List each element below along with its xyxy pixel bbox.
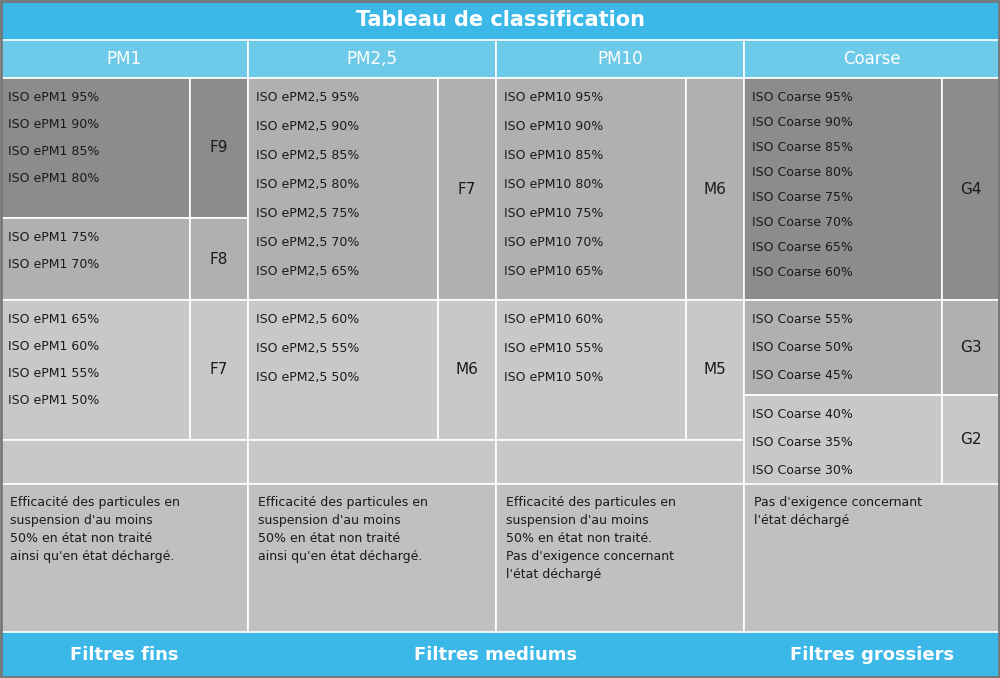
Text: ISO ePM2,5 55%: ISO ePM2,5 55% [256, 342, 359, 355]
Text: M5: M5 [704, 363, 726, 378]
Text: ISO ePM10 55%: ISO ePM10 55% [504, 342, 603, 355]
Text: ISO Coarse 45%: ISO Coarse 45% [752, 369, 853, 382]
Text: ISO ePM1 95%: ISO ePM1 95% [8, 91, 99, 104]
Bar [0, 300, 190, 440]
Text: ISO Coarse 90%: ISO Coarse 90% [752, 116, 853, 129]
Bar [438, 300, 496, 440]
Text: M6: M6 [704, 182, 726, 197]
Text: M6: M6 [456, 363, 478, 378]
Text: ISO ePM2,5 75%: ISO ePM2,5 75% [256, 207, 359, 220]
Text: ISO Coarse 85%: ISO Coarse 85% [752, 141, 853, 154]
Bar [0, 0, 1000, 40]
Bar [496, 40, 744, 78]
Text: ISO ePM1 85%: ISO ePM1 85% [8, 145, 99, 158]
Bar [248, 40, 496, 78]
Bar [190, 78, 248, 218]
Text: ISO ePM2,5 80%: ISO ePM2,5 80% [256, 178, 359, 191]
Text: ISO ePM1 80%: ISO ePM1 80% [8, 172, 99, 185]
Bar [496, 78, 686, 300]
Text: ISO ePM10 65%: ISO ePM10 65% [504, 265, 603, 278]
Text: ISO ePM1 60%: ISO ePM1 60% [8, 340, 99, 353]
Text: Efficacité des particules en
suspension d'au moins
50% en état non traité.
Pas d: Efficacité des particules en suspension … [506, 496, 676, 581]
Text: ISO ePM2,5 70%: ISO ePM2,5 70% [256, 236, 359, 249]
Text: ISO Coarse 65%: ISO Coarse 65% [752, 241, 853, 254]
Bar [248, 440, 496, 484]
Text: ISO Coarse 70%: ISO Coarse 70% [752, 216, 853, 229]
Text: Filtres fins: Filtres fins [70, 646, 178, 664]
Text: G2: G2 [960, 433, 982, 447]
Text: ISO ePM1 55%: ISO ePM1 55% [8, 367, 99, 380]
Bar [744, 78, 942, 300]
Text: ISO ePM2,5 65%: ISO ePM2,5 65% [256, 265, 359, 278]
Bar [0, 440, 248, 484]
Text: Coarse: Coarse [843, 50, 901, 68]
Bar [686, 78, 744, 300]
Text: ISO ePM10 95%: ISO ePM10 95% [504, 91, 603, 104]
Bar [438, 78, 496, 300]
Text: Pas d'exigence concernant
l'état déchargé: Pas d'exigence concernant l'état décharg… [754, 496, 922, 527]
Bar [248, 300, 438, 440]
Bar [0, 484, 248, 632]
Bar [248, 78, 438, 300]
Text: ISO ePM10 50%: ISO ePM10 50% [504, 371, 603, 384]
Text: ISO Coarse 35%: ISO Coarse 35% [752, 436, 853, 449]
Text: ISO Coarse 30%: ISO Coarse 30% [752, 464, 853, 477]
Bar [744, 484, 1000, 632]
Text: Tableau de classification: Tableau de classification [356, 10, 644, 30]
Text: F7: F7 [458, 182, 476, 197]
Text: ISO ePM2,5 90%: ISO ePM2,5 90% [256, 120, 359, 133]
Bar [496, 484, 744, 632]
Text: ISO ePM2,5 60%: ISO ePM2,5 60% [256, 313, 359, 326]
Text: ISO Coarse 40%: ISO Coarse 40% [752, 408, 853, 421]
Text: ISO ePM10 80%: ISO ePM10 80% [504, 178, 603, 191]
Text: ISO ePM10 85%: ISO ePM10 85% [504, 149, 603, 162]
Text: G3: G3 [960, 340, 982, 355]
Bar [744, 395, 942, 485]
Text: ISO ePM2,5 50%: ISO ePM2,5 50% [256, 371, 359, 384]
Text: ISO Coarse 75%: ISO Coarse 75% [752, 191, 853, 204]
Text: PM2,5: PM2,5 [347, 50, 398, 68]
Text: ISO ePM10 60%: ISO ePM10 60% [504, 313, 603, 326]
Text: F8: F8 [210, 252, 228, 266]
Text: Filtres grossiers: Filtres grossiers [790, 646, 954, 664]
Bar [496, 300, 686, 440]
Bar [496, 440, 744, 484]
Text: G4: G4 [960, 182, 982, 197]
Text: Efficacité des particules en
suspension d'au moins
50% en état non traité
ainsi : Efficacité des particules en suspension … [10, 496, 180, 563]
Text: F7: F7 [210, 363, 228, 378]
Bar [942, 300, 1000, 395]
Bar [0, 40, 248, 78]
Text: ISO Coarse 60%: ISO Coarse 60% [752, 266, 853, 279]
Bar [942, 78, 1000, 300]
Text: ISO ePM1 90%: ISO ePM1 90% [8, 118, 99, 131]
Text: ISO Coarse 55%: ISO Coarse 55% [752, 313, 853, 326]
Text: ISO Coarse 95%: ISO Coarse 95% [752, 91, 853, 104]
Text: ISO ePM2,5 95%: ISO ePM2,5 95% [256, 91, 359, 104]
Text: ISO ePM2,5 85%: ISO ePM2,5 85% [256, 149, 359, 162]
Bar [744, 300, 942, 395]
Text: Efficacité des particules en
suspension d'au moins
50% en état non traité
ainsi : Efficacité des particules en suspension … [258, 496, 428, 563]
Bar [248, 484, 496, 632]
Text: ISO ePM1 50%: ISO ePM1 50% [8, 394, 99, 407]
Text: ISO ePM1 75%: ISO ePM1 75% [8, 231, 99, 244]
Text: ISO Coarse 80%: ISO Coarse 80% [752, 166, 853, 179]
Text: ISO ePM10 70%: ISO ePM10 70% [504, 236, 603, 249]
Bar [0, 632, 1000, 678]
Bar [686, 300, 744, 440]
Bar [942, 395, 1000, 485]
Text: ISO ePM1 70%: ISO ePM1 70% [8, 258, 99, 271]
Bar [744, 40, 1000, 78]
Bar [0, 218, 190, 300]
Text: Filtres mediums: Filtres mediums [414, 646, 578, 664]
Bar [0, 78, 190, 218]
Text: ISO Coarse 50%: ISO Coarse 50% [752, 341, 853, 354]
Text: ISO ePM10 90%: ISO ePM10 90% [504, 120, 603, 133]
Text: F9: F9 [210, 140, 228, 155]
Bar [190, 218, 248, 300]
Text: ISO ePM1 65%: ISO ePM1 65% [8, 313, 99, 326]
Text: ISO ePM10 75%: ISO ePM10 75% [504, 207, 603, 220]
Text: PM10: PM10 [597, 50, 643, 68]
Bar [190, 300, 248, 440]
Text: PM1: PM1 [106, 50, 142, 68]
